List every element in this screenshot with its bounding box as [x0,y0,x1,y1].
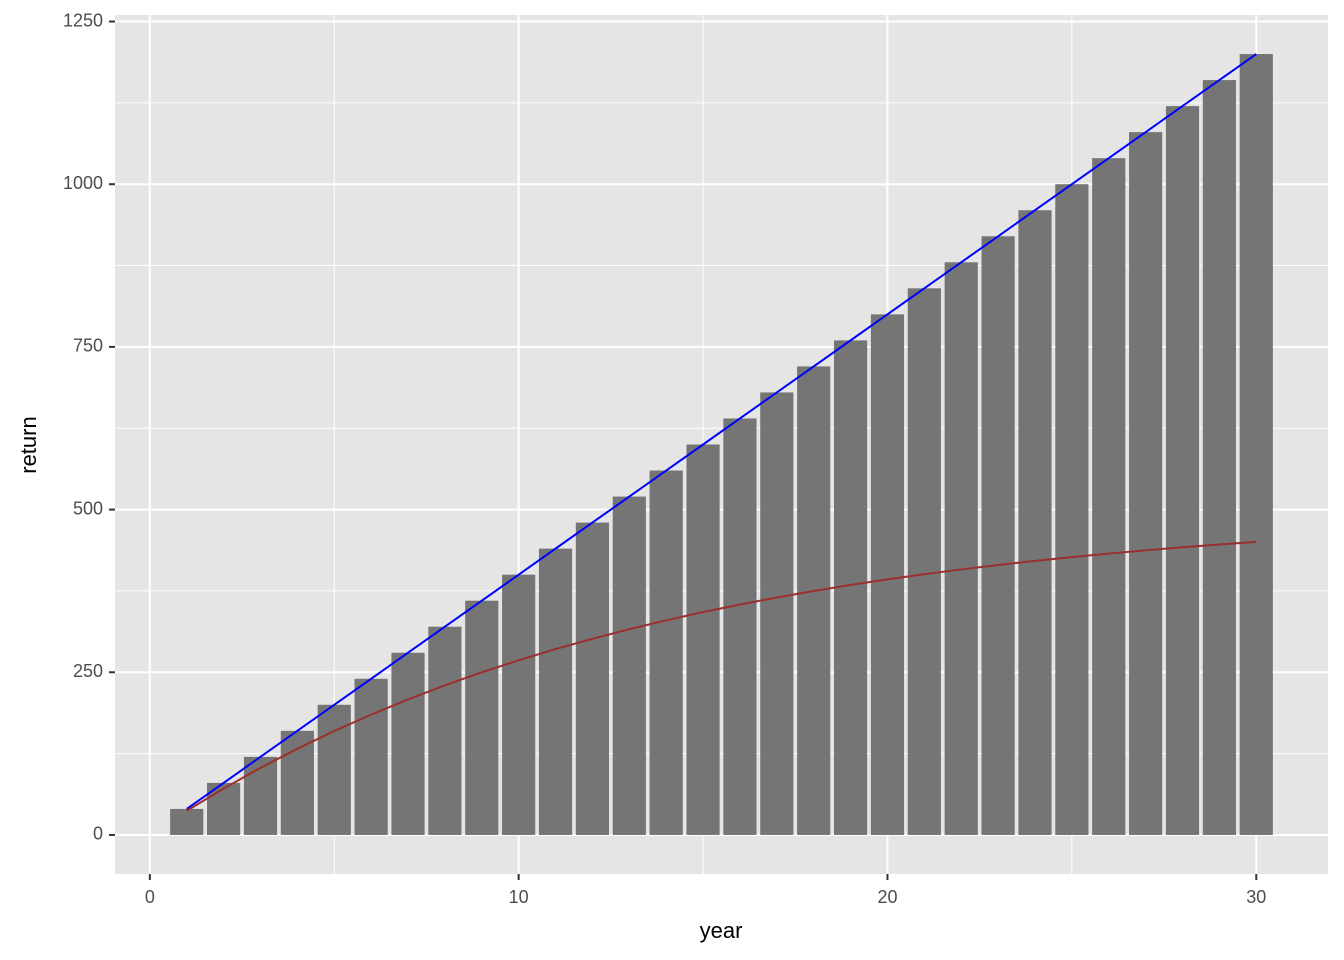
bar [1165,106,1200,835]
x-tick-label: 0 [145,887,155,907]
y-tick-label: 500 [73,498,103,518]
bar [1092,158,1126,835]
bar [686,444,720,835]
bar [354,678,388,835]
bar [317,704,351,835]
bar [243,756,278,835]
bar [1239,54,1273,835]
y-tick-label: 0 [93,824,103,844]
bar [391,652,425,835]
bar [944,262,978,835]
y-tick-label: 1250 [63,10,103,30]
bar [1055,184,1089,835]
bar [1018,210,1052,835]
x-tick-label: 20 [877,887,897,907]
bar [649,470,683,835]
bar [575,522,610,835]
bar [280,730,314,835]
bar [797,366,831,835]
y-axis-title: return [16,416,41,473]
bar [907,288,941,835]
bar [760,392,794,835]
bar [870,314,905,835]
bar [170,808,204,835]
bar [465,600,499,835]
panel [115,15,1328,874]
x-tick-label: 30 [1246,887,1266,907]
bar [981,236,1015,835]
bar [502,574,536,835]
line [186,540,1257,812]
bar [428,626,462,835]
line [186,53,1257,810]
bar [1202,80,1236,835]
y-tick-label: 750 [73,336,103,356]
bar [723,418,757,835]
bar [1129,132,1163,835]
bar [538,548,573,835]
y-tick-label: 250 [73,661,103,681]
bar [612,496,646,835]
x-tick-label: 10 [509,887,529,907]
x-axis-title: year [700,918,743,943]
y-tick-label: 1000 [63,173,103,193]
